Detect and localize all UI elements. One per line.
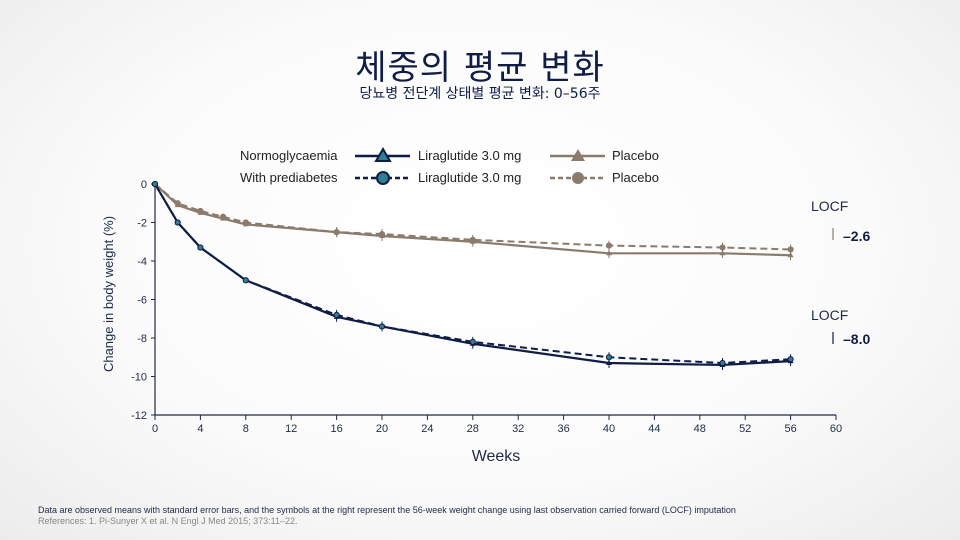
data-point [719, 359, 726, 367]
legend-triangle-placebo [571, 149, 585, 161]
legend-triangle-liraglutide [374, 147, 392, 162]
legend-group-normoglycaemia: Normoglycaemia [240, 148, 338, 163]
x-tick-label: 16 [330, 423, 342, 435]
x-tick-label: 44 [648, 423, 660, 435]
data-point [220, 213, 227, 220]
legend-label-placebo-pre: Placebo [612, 170, 659, 185]
data-point [605, 242, 613, 249]
data-point [605, 354, 613, 361]
data-point [787, 252, 794, 258]
data-point [174, 219, 181, 226]
y-tick-label: -12 [131, 410, 147, 422]
legend-circle-placebo [572, 172, 584, 184]
data-point [333, 229, 340, 236]
footnote-references: References: 1. Pi-Sunyer X et al. N Engl… [38, 516, 298, 526]
data-point [378, 230, 386, 238]
x-tick-label: 4 [197, 423, 203, 435]
locf-label-lower: LOCF [811, 307, 849, 323]
data-point [787, 246, 794, 253]
data-point [333, 311, 340, 318]
legend-group-prediabetes: With prediabetes [240, 170, 338, 185]
data-point [787, 356, 794, 363]
data-point [606, 250, 612, 256]
y-tick-label: -10 [131, 372, 147, 384]
legend-row-prediabetes: With prediabetes Liraglutide 3.0 mg Plac… [0, 170, 960, 190]
x-tick-label: 32 [512, 423, 524, 435]
legend-row-normoglycaemia: Normoglycaemia Liraglutide 3.0 mg Placeb… [0, 148, 960, 168]
data-point [719, 244, 726, 251]
chart-title: 체중의 평균 변화 [355, 48, 605, 88]
x-tick-label: 48 [694, 423, 706, 435]
x-tick-label: 36 [557, 423, 569, 435]
data-point [151, 180, 159, 188]
x-tick-label: 20 [376, 423, 388, 435]
y-tick-label: -6 [137, 295, 147, 307]
x-tick-label: 24 [421, 423, 433, 435]
x-tick-label: 28 [467, 423, 479, 435]
data-point [197, 244, 204, 251]
data-point [469, 338, 476, 345]
x-tick-label: 8 [243, 423, 249, 435]
x-tick-label: 60 [830, 423, 842, 435]
x-axis-label: Weeks [471, 448, 521, 465]
x-tick-label: 56 [784, 423, 796, 435]
locf-label-upper: LOCF [811, 198, 849, 214]
legend-label-placebo-normo: Placebo [612, 148, 659, 163]
chart-subtitle: 당뇨병 전단계 상태별 평균 변화: 0–56주 [359, 86, 601, 102]
y-tick-label: -2 [137, 218, 147, 230]
chart-series [151, 180, 834, 370]
data-point [469, 236, 476, 243]
locf-value-placebo: –2.6 [843, 228, 871, 244]
y-tick-label: -4 [137, 256, 147, 268]
legend-label-liraglutide-pre: Liraglutide 3.0 mg [418, 170, 522, 185]
series-3 [151, 180, 794, 369]
data-point [242, 277, 249, 284]
data-point [197, 207, 204, 215]
footnote-text: Data are observed means with standard er… [38, 505, 736, 515]
data-point [719, 250, 726, 256]
legend-symbols [355, 147, 605, 185]
y-tick-label: -8 [137, 333, 147, 345]
legend-label-liraglutide-normo: Liraglutide 3.0 mg [418, 148, 522, 163]
x-tick-label: 12 [285, 423, 297, 435]
y-tick-label: 0 [141, 179, 147, 191]
locf-value-liraglutide: –8.0 [843, 331, 871, 347]
data-point [606, 360, 612, 366]
data-point [378, 323, 386, 330]
legend-circle-liraglutide [376, 171, 390, 185]
data-point [242, 219, 249, 226]
footnote: Data are observed means with standard er… [38, 505, 938, 526]
series-1 [151, 180, 794, 255]
chart-axes: 0-2-4-6-8-10-120 4 8 12 16 20 24 28 32 36 40 44 48 52… [131, 179, 842, 435]
y-axis-label: Change in body weight (%) [101, 215, 116, 373]
data-point [174, 200, 181, 207]
x-tick-label: 52 [739, 423, 751, 435]
x-tick-label: 0 [152, 423, 158, 435]
x-tick-label: 40 [603, 423, 615, 435]
series-line [154, 183, 791, 365]
